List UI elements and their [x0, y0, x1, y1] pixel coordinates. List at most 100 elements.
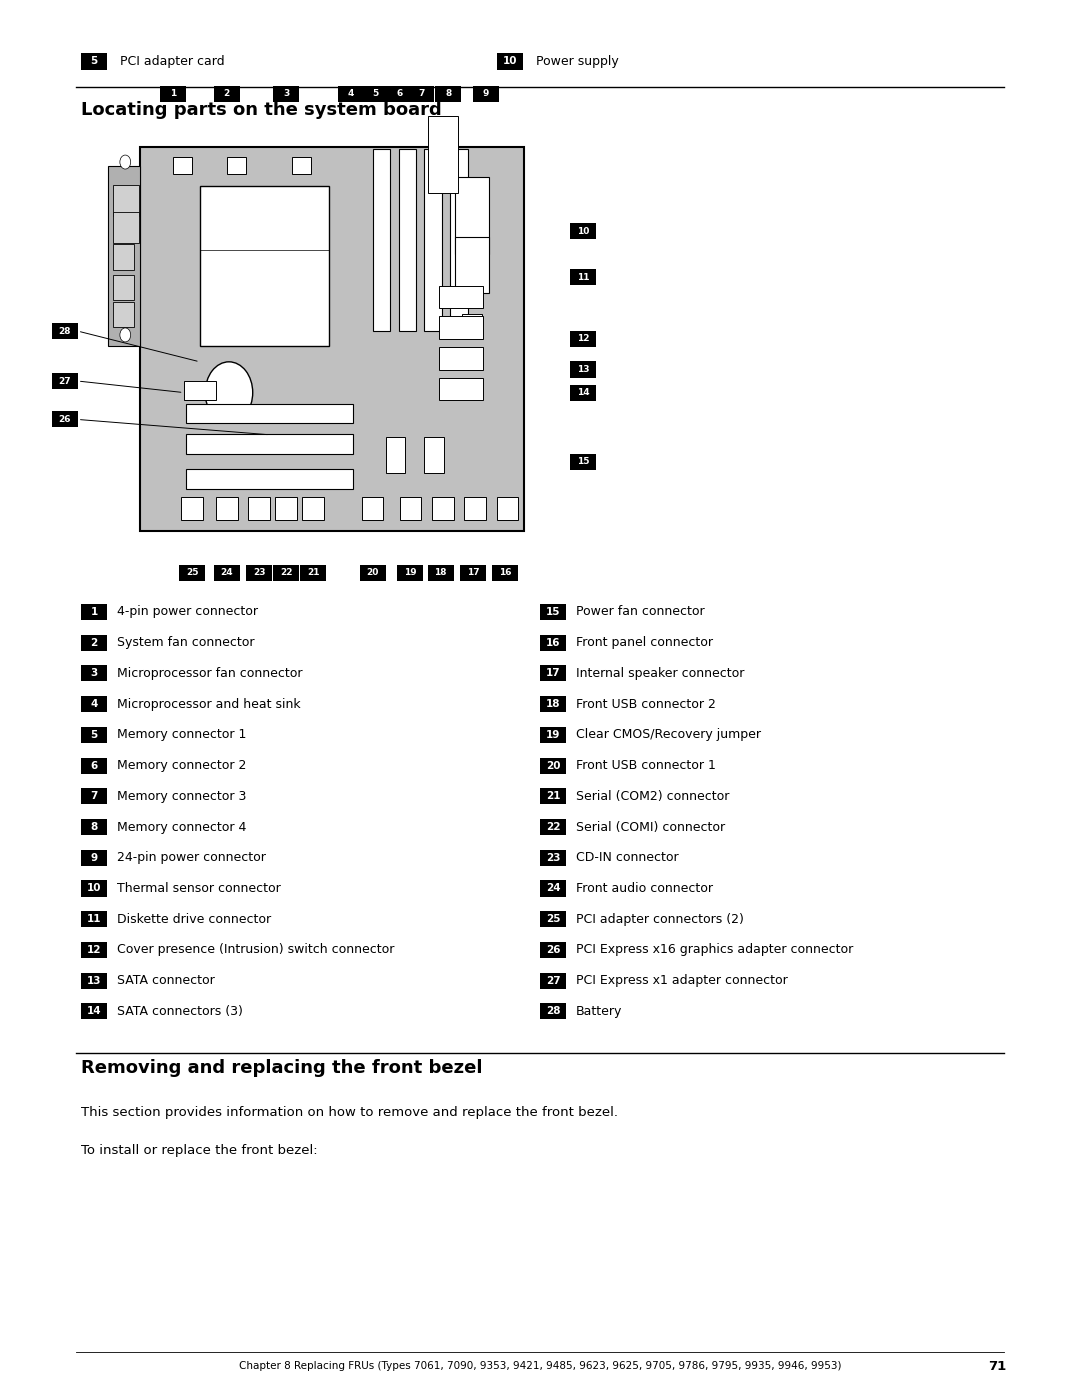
Bar — [440, 379, 483, 400]
Bar — [570, 270, 596, 285]
Circle shape — [120, 328, 131, 342]
Text: 10: 10 — [577, 226, 590, 236]
Text: 7: 7 — [91, 791, 97, 802]
Text: Locating parts on the system board: Locating parts on the system board — [81, 101, 442, 119]
Bar — [363, 85, 389, 102]
Text: 24: 24 — [545, 883, 561, 894]
Text: 19: 19 — [545, 729, 561, 740]
Bar — [373, 149, 390, 331]
Bar — [200, 186, 329, 346]
Bar — [435, 85, 461, 102]
Text: 28: 28 — [58, 327, 71, 335]
Bar — [113, 244, 134, 270]
Bar — [397, 564, 423, 581]
Bar — [460, 564, 486, 581]
Text: 11: 11 — [577, 272, 590, 282]
Text: PCI Express x16 graphics adapter connector: PCI Express x16 graphics adapter connect… — [576, 943, 853, 957]
Bar — [455, 177, 489, 254]
Text: 10: 10 — [502, 56, 517, 67]
Bar — [81, 942, 107, 958]
Text: 22: 22 — [280, 569, 293, 577]
Text: 11: 11 — [86, 914, 102, 925]
Text: 22: 22 — [545, 821, 561, 833]
Bar — [113, 212, 139, 243]
Bar — [186, 434, 353, 454]
Text: 15: 15 — [545, 606, 561, 617]
Text: 8: 8 — [445, 89, 451, 98]
Text: Clear CMOS/Recovery jumper: Clear CMOS/Recovery jumper — [576, 728, 760, 742]
Bar — [173, 156, 192, 173]
Bar — [570, 454, 596, 469]
Bar — [273, 564, 299, 581]
Bar — [275, 497, 297, 520]
Text: 18: 18 — [434, 569, 447, 577]
Text: 12: 12 — [577, 334, 590, 344]
Text: This section provides information on how to remove and replace the front bezel.: This section provides information on how… — [81, 1106, 618, 1119]
Text: 26: 26 — [58, 415, 71, 423]
Bar — [179, 564, 205, 581]
Bar — [450, 149, 468, 331]
Bar — [540, 911, 566, 928]
Bar — [455, 236, 489, 293]
Bar — [81, 696, 107, 712]
Text: Chapter 8 Replacing FRUs (Types 7061, 7090, 9353, 9421, 9485, 9623, 9625, 9705, : Chapter 8 Replacing FRUs (Types 7061, 70… — [239, 1361, 841, 1372]
Bar — [248, 497, 270, 520]
Text: Removing and replacing the front bezel: Removing and replacing the front bezel — [81, 1059, 483, 1077]
Bar — [216, 497, 238, 520]
Bar — [300, 564, 326, 581]
Text: 20: 20 — [366, 569, 379, 577]
Text: 1: 1 — [170, 89, 176, 98]
Bar — [81, 880, 107, 897]
Bar — [540, 880, 566, 897]
Bar — [81, 604, 107, 620]
Text: Internal speaker connector: Internal speaker connector — [576, 666, 744, 680]
Text: Front USB connector 2: Front USB connector 2 — [576, 697, 716, 711]
Bar — [81, 911, 107, 928]
Text: 16: 16 — [545, 637, 561, 648]
Text: 25: 25 — [545, 914, 561, 925]
Bar — [292, 156, 311, 173]
Text: 25: 25 — [186, 569, 199, 577]
Bar — [81, 634, 107, 651]
Text: 2: 2 — [91, 637, 97, 648]
Bar — [424, 149, 442, 331]
Text: PCI adapter connectors (2): PCI adapter connectors (2) — [576, 912, 743, 926]
Circle shape — [120, 155, 131, 169]
Bar — [386, 437, 405, 474]
Text: 17: 17 — [545, 668, 561, 679]
Text: 21: 21 — [307, 569, 320, 577]
Bar — [462, 313, 482, 338]
Bar — [540, 604, 566, 620]
Text: 16: 16 — [499, 569, 512, 577]
Bar — [570, 224, 596, 239]
Text: 71: 71 — [988, 1359, 1007, 1373]
Bar — [113, 275, 134, 300]
Bar — [108, 166, 140, 346]
Text: PCI Express x1 adapter connector: PCI Express x1 adapter connector — [576, 974, 787, 988]
Bar — [497, 53, 523, 70]
Text: 13: 13 — [577, 365, 590, 374]
Text: Diskette drive connector: Diskette drive connector — [117, 912, 271, 926]
Text: 9: 9 — [483, 89, 489, 98]
Bar — [473, 85, 499, 102]
Text: 10: 10 — [86, 883, 102, 894]
Circle shape — [205, 362, 253, 423]
Bar — [540, 942, 566, 958]
Text: 27: 27 — [58, 377, 71, 386]
Text: 3: 3 — [283, 89, 289, 98]
Text: 24-pin power connector: 24-pin power connector — [117, 851, 266, 865]
Bar — [214, 564, 240, 581]
Bar — [81, 972, 107, 989]
Text: Memory connector 2: Memory connector 2 — [117, 759, 246, 773]
Text: 26: 26 — [545, 944, 561, 956]
Text: Battery: Battery — [576, 1004, 622, 1018]
Text: Power fan connector: Power fan connector — [576, 605, 704, 619]
Text: Power supply: Power supply — [536, 54, 619, 68]
Text: SATA connectors (3): SATA connectors (3) — [117, 1004, 243, 1018]
Text: 24: 24 — [220, 569, 233, 577]
Bar — [432, 497, 454, 520]
Text: 5: 5 — [91, 56, 97, 67]
Bar — [570, 331, 596, 346]
Text: 1: 1 — [91, 606, 97, 617]
Bar — [540, 849, 566, 866]
